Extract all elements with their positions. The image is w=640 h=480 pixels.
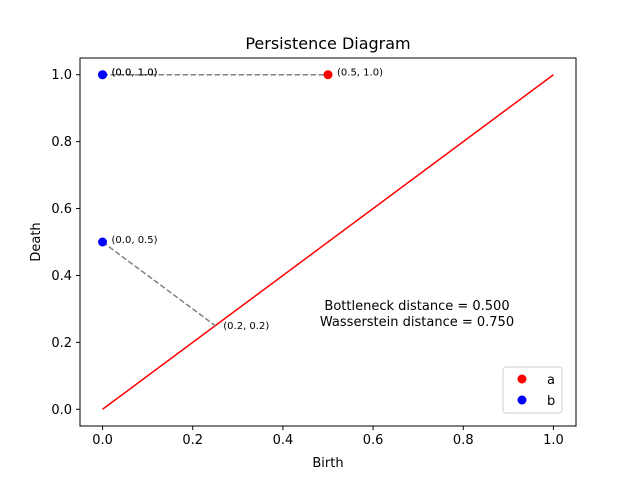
y-tick-label: 0.8 [51,135,72,150]
point-label: (0.0, 1.0) [112,68,158,79]
legend: a b [502,366,563,414]
chart-title: Persistence Diagram [245,34,410,53]
x-tick-label: 1.0 [543,433,564,448]
y-tick-label: 1.0 [51,68,72,83]
matching-endpoint-label: (0.2, 0.2) [223,321,269,332]
legend-marker-b [517,395,527,405]
y-tick-label: 0.0 [51,403,72,418]
point-b [98,70,108,80]
x-axis-label: Birth [312,456,343,471]
x-tick-label: 0.0 [92,433,113,448]
legend-label-b: b [547,394,555,409]
legend-marker-a [517,374,527,384]
diagonal-line [102,74,554,410]
point-label: (0.5, 1.0) [337,68,383,79]
point-b [98,237,108,247]
point-label: (0.0, 1.0) [112,68,158,79]
x-tick-label: 0.8 [453,433,474,448]
x-tick-label: 0.6 [363,433,384,448]
legend-label-a: a [547,373,555,388]
y-axis-label: Death [29,222,44,261]
point-label: (0.0, 0.5) [112,235,158,246]
y-tick-label: 0.4 [51,269,72,284]
matching-line [102,241,216,327]
x-tick-label: 0.4 [273,433,294,448]
y-tick-label: 0.2 [51,336,72,351]
bottleneck-distance-text: Bottleneck distance = 0.500 [324,299,509,314]
plot-area: (0.2, 0.2)(0.5, 1.0)(0.0, 1.0)(0.0, 1.0)… [98,68,554,410]
axis-ticks: 0.0 0.2 0.4 0.6 0.8 1.0 0.0 0.2 0.4 0.6 0.8 1.0 [51,68,563,448]
wasserstein-distance-text: Wasserstein distance = 0.750 [320,315,514,330]
x-tick-label: 0.2 [182,433,203,448]
point-a [323,70,333,80]
y-tick-label: 0.6 [51,202,72,217]
axes-frame [79,57,577,427]
